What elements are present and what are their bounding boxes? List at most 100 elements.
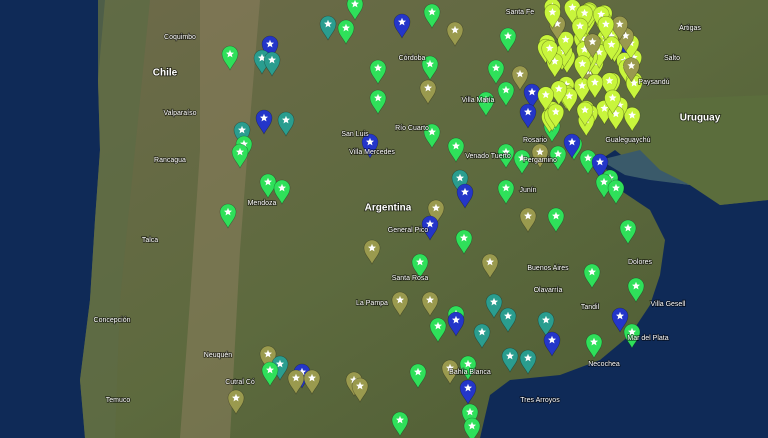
map-marker[interactable] [601, 72, 618, 98]
map-marker[interactable] [497, 81, 515, 107]
map-marker[interactable] [411, 253, 429, 279]
map-marker[interactable] [511, 65, 529, 91]
marker-star [452, 315, 460, 324]
map-marker[interactable] [393, 13, 411, 39]
map-marker[interactable] [273, 179, 291, 205]
map-marker[interactable] [319, 15, 337, 41]
map-marker[interactable] [277, 111, 295, 137]
marker-star [434, 321, 442, 330]
map-marker[interactable] [423, 123, 441, 149]
map-marker[interactable] [499, 307, 517, 333]
map-marker[interactable] [227, 389, 245, 415]
map-marker[interactable] [423, 3, 441, 29]
map-marker[interactable] [219, 203, 237, 229]
map-marker[interactable] [497, 179, 515, 205]
map-marker[interactable] [361, 133, 379, 159]
map-marker[interactable] [261, 361, 279, 387]
map-marker[interactable] [473, 323, 491, 349]
place-label: Santa Fe [506, 9, 535, 16]
map-marker[interactable] [537, 311, 555, 337]
map-marker[interactable] [456, 183, 474, 209]
map-marker[interactable] [455, 229, 473, 255]
map-marker[interactable] [549, 145, 567, 171]
map-marker[interactable] [485, 293, 503, 319]
map-marker[interactable] [369, 59, 387, 85]
map-marker[interactable] [541, 40, 558, 65]
map-marker[interactable] [421, 55, 439, 81]
map-marker[interactable] [591, 153, 609, 179]
map-marker[interactable] [547, 103, 565, 129]
marker-star [324, 19, 332, 28]
map-marker[interactable] [477, 91, 495, 117]
map-marker[interactable] [623, 323, 641, 349]
map-marker[interactable] [623, 107, 641, 132]
map-marker[interactable] [263, 51, 281, 77]
map-marker[interactable] [447, 311, 465, 337]
map-marker[interactable] [463, 417, 481, 438]
map-marker[interactable] [427, 199, 445, 225]
map-marker[interactable] [429, 317, 447, 343]
map-marker[interactable] [391, 291, 409, 317]
map-marker[interactable] [543, 331, 561, 357]
map-marker[interactable] [287, 369, 305, 395]
marker-star [584, 153, 592, 162]
marker-pin [519, 349, 537, 375]
map-marker[interactable] [421, 291, 439, 317]
map-marker[interactable] [351, 377, 369, 403]
map-marker[interactable] [547, 207, 565, 233]
map-marker[interactable] [584, 33, 601, 59]
marker-star [460, 233, 468, 242]
map-marker[interactable] [574, 55, 591, 81]
map-marker[interactable] [537, 86, 555, 112]
map-marker[interactable] [499, 27, 517, 53]
map-marker[interactable] [447, 137, 465, 163]
map-marker[interactable] [346, 0, 364, 21]
map-marker[interactable] [607, 179, 625, 205]
map-marker[interactable] [487, 59, 505, 85]
marker-star [628, 111, 637, 119]
map-marker[interactable] [523, 83, 541, 109]
map-marker[interactable] [603, 36, 620, 62]
map-marker[interactable] [369, 89, 387, 115]
map-marker[interactable] [259, 173, 277, 199]
map-marker[interactable] [409, 363, 427, 389]
map-marker[interactable] [557, 31, 575, 57]
map-marker[interactable] [604, 89, 621, 115]
map-marker[interactable] [623, 57, 640, 83]
marker-star [548, 335, 556, 344]
map-marker[interactable] [501, 347, 519, 373]
map-marker[interactable] [255, 109, 273, 135]
map-marker[interactable] [497, 143, 515, 169]
map-marker[interactable] [446, 21, 464, 47]
map-marker[interactable] [221, 45, 239, 71]
map-marker[interactable] [563, 133, 581, 159]
map-marker[interactable] [611, 16, 629, 41]
map-marker[interactable] [231, 143, 249, 169]
map-marker[interactable] [585, 333, 603, 359]
map-marker[interactable] [597, 16, 615, 41]
map-marker[interactable] [583, 263, 601, 289]
map-marker[interactable] [519, 349, 537, 375]
map-marker[interactable] [611, 307, 629, 333]
map-marker[interactable] [459, 379, 477, 405]
place-label: La Pampa [356, 300, 388, 307]
map-marker[interactable] [481, 253, 499, 279]
map-marker[interactable] [391, 411, 409, 437]
map-marker[interactable] [576, 101, 594, 127]
map-marker[interactable] [459, 355, 477, 381]
map-marker[interactable] [531, 143, 549, 169]
map-marker[interactable] [619, 219, 637, 245]
map-marker[interactable] [441, 359, 459, 385]
map-marker[interactable] [421, 215, 439, 241]
map-marker[interactable] [419, 79, 437, 105]
map-marker[interactable] [303, 369, 321, 395]
map-marker[interactable] [586, 74, 604, 99]
map-marker[interactable] [513, 149, 531, 175]
map-marker[interactable] [337, 19, 355, 45]
map-marker[interactable] [544, 3, 561, 29]
map-marker[interactable] [519, 207, 537, 233]
map-marker[interactable] [627, 277, 645, 303]
map-marker[interactable] [519, 103, 537, 129]
map-marker[interactable] [363, 239, 381, 265]
map-marker[interactable] [571, 17, 589, 43]
